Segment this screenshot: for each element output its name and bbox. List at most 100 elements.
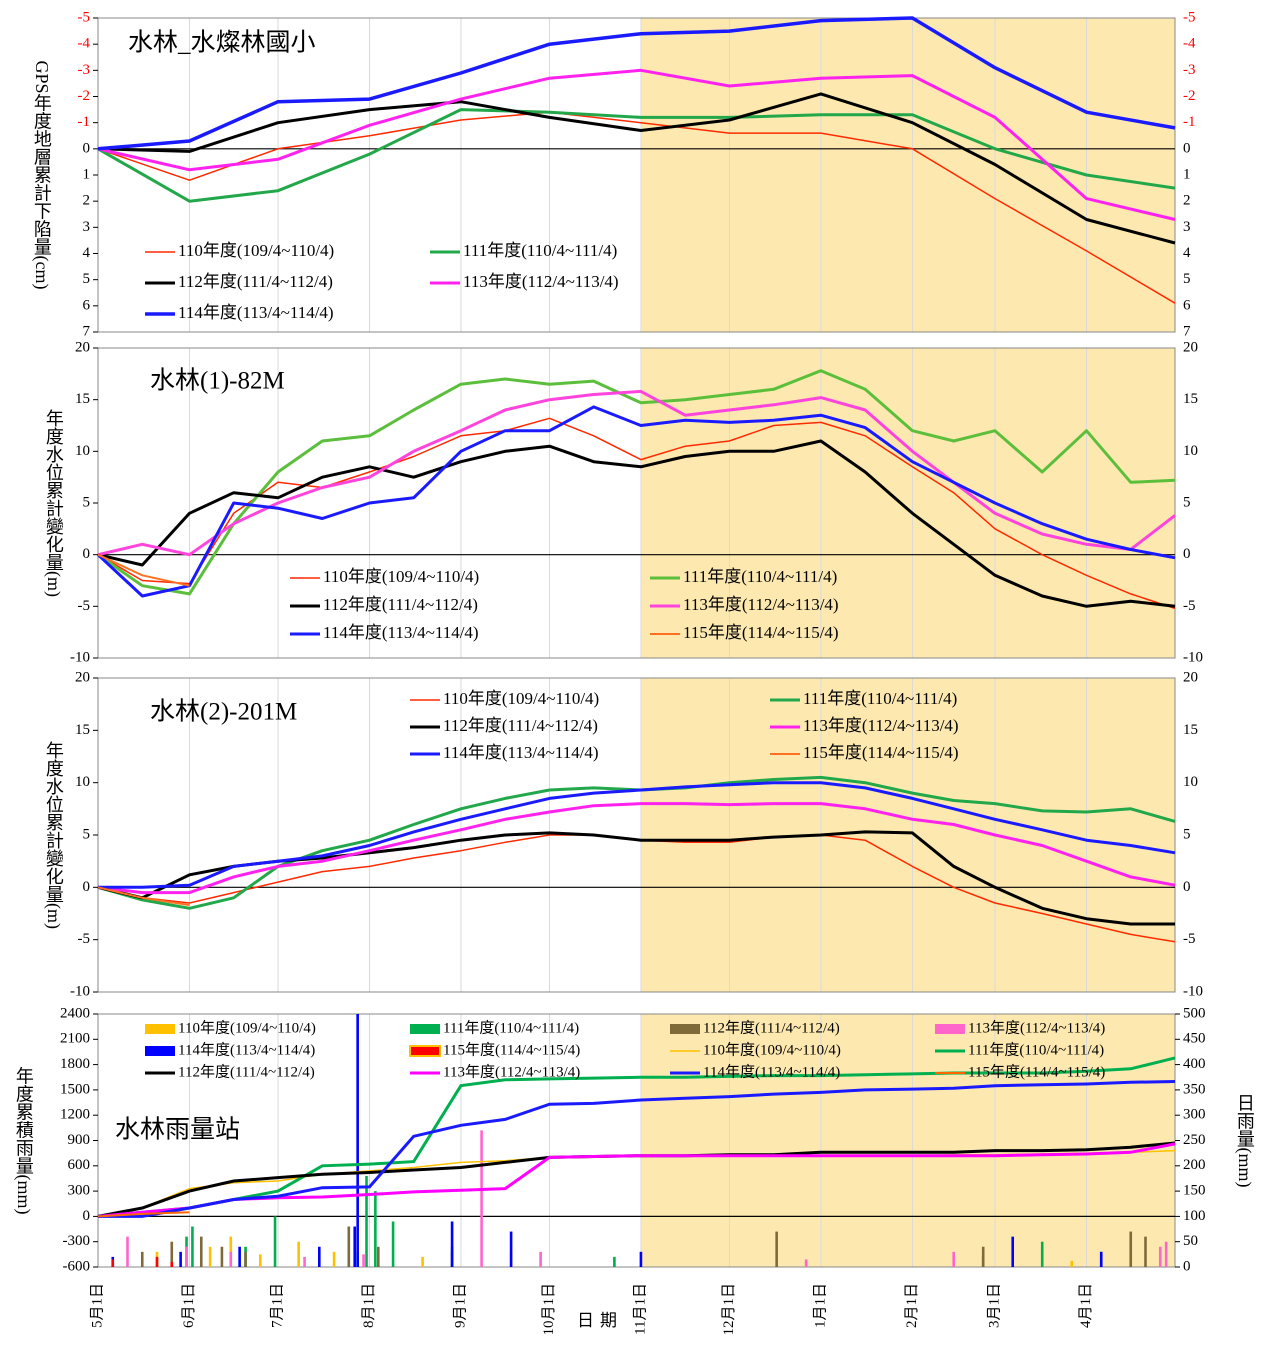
- y-tick-label-right: 20: [1183, 339, 1198, 355]
- rain-bar: [1040, 1241, 1044, 1267]
- rain-bar: [365, 1175, 368, 1267]
- rain-bar: [421, 1256, 424, 1267]
- y2-tick-label: 350: [1183, 1081, 1206, 1097]
- y-tick-label: 5: [83, 271, 91, 287]
- y-tick-label: 2100: [60, 1031, 90, 1047]
- rain-bar: [639, 1251, 643, 1267]
- rain-bar: [450, 1221, 454, 1267]
- x-tick-label: 7月1日: [269, 1283, 285, 1328]
- legend-label: 110年度(109/4~110/4): [178, 241, 334, 260]
- rain-bar: [170, 1261, 174, 1267]
- y-tick-label-right: 3: [1183, 219, 1191, 235]
- legend-label: 115年度(114/4~115/4): [683, 623, 839, 642]
- y-tick-label-right: -3: [1183, 62, 1196, 78]
- data-line: [97, 111, 1176, 304]
- y-tick-label: 20: [75, 339, 90, 355]
- y-tick-label-right: 4: [1183, 245, 1191, 261]
- legend-swatch: [145, 1024, 175, 1034]
- rain-bar: [613, 1256, 616, 1267]
- y-tick-label: -300: [63, 1233, 91, 1249]
- y-tick-label: 10: [75, 774, 90, 790]
- rain-bar: [318, 1246, 321, 1267]
- y-tick-label: 2400: [60, 1005, 90, 1021]
- y-tick-label: -1: [78, 114, 91, 130]
- y-tick-label: -4: [78, 36, 91, 52]
- y-tick-label-right: 6: [1183, 297, 1191, 313]
- panel-title: 水林_水燦林國小: [128, 29, 316, 57]
- y-tick-label: -10: [70, 983, 90, 999]
- legend-swatch: [935, 1024, 965, 1034]
- rain-bar: [374, 1191, 377, 1267]
- data-line: [98, 781, 1176, 889]
- legend-label: 115年度(114/4~115/4): [803, 743, 959, 762]
- legend-swatch: [670, 1024, 700, 1034]
- legend-label: 114年度(113/4~114/4): [323, 623, 479, 642]
- x-tick-label: 2月1日: [904, 1283, 920, 1328]
- legend-label: 113年度(112/4~113/4): [463, 272, 619, 291]
- y2-tick-label: 150: [1183, 1183, 1206, 1199]
- legend-label: 111年度(110/4~111/4): [683, 567, 837, 586]
- y-axis-label: GPS年度地層累計下陷量(cm): [31, 61, 52, 290]
- x-tick-label: 10月1日: [541, 1283, 557, 1336]
- x-tick-label: 8月1日: [361, 1283, 377, 1328]
- data-line: [97, 417, 1176, 610]
- y2-tick-label: 100: [1183, 1208, 1206, 1224]
- rain-bar: [347, 1226, 351, 1267]
- y-tick-label: 0: [83, 879, 91, 895]
- rain-bar: [1164, 1241, 1168, 1267]
- y2-tick-label: 500: [1183, 1005, 1206, 1021]
- legend-label: 114年度(113/4~114/4): [178, 303, 334, 322]
- y-axis-label: 年度累積雨量(mm): [13, 1066, 34, 1214]
- rain-bar: [981, 1246, 985, 1267]
- y-tick-label: 10: [75, 443, 90, 459]
- rain-bar: [356, 1014, 359, 1267]
- y-tick-label: 1800: [60, 1056, 90, 1072]
- panel-title: 水林(1)-82M: [150, 367, 285, 395]
- y2-tick-label: 300: [1183, 1107, 1206, 1123]
- legend-label: 110年度(109/4~110/4): [443, 689, 599, 708]
- legend-label: 112年度(111/4~112/4): [178, 272, 333, 291]
- y-tick-label: 2: [83, 193, 91, 209]
- y-tick-label: -600: [63, 1258, 91, 1274]
- legend-label: 110年度(109/4~110/4): [323, 567, 479, 586]
- rain-bar: [170, 1241, 174, 1267]
- data-line: [97, 108, 1176, 203]
- rain-bar: [804, 1259, 808, 1267]
- y-tick-label: 600: [68, 1157, 91, 1173]
- y-tick-label: -3: [78, 62, 91, 78]
- rain-bar: [952, 1251, 955, 1267]
- legend-label: 111年度(110/4~111/4): [463, 241, 617, 260]
- rain-bar: [140, 1251, 144, 1267]
- legend-label: 112年度(111/4~112/4): [323, 595, 478, 614]
- data-line: [97, 389, 1176, 557]
- legend-label: 111年度(110/4~111/4): [443, 1019, 579, 1036]
- y-tick-label: 0: [83, 140, 91, 156]
- rain-bar: [199, 1236, 203, 1267]
- y-tick-label: 20: [75, 669, 90, 685]
- y-tick-label: -10: [70, 649, 90, 665]
- rain-bar: [303, 1256, 306, 1267]
- y2-axis-label: 日雨量(mm): [1234, 1094, 1255, 1188]
- y-axis-label: 年度水位累計變化量(m): [43, 409, 64, 597]
- legend-label: 112年度(111/4~112/4): [178, 1063, 315, 1080]
- y-tick-label: 7: [83, 323, 91, 339]
- legend-label: 114年度(113/4~114/4): [443, 743, 599, 762]
- y2-tick-label: 400: [1183, 1056, 1206, 1072]
- legend-label: 112年度(111/4~112/4): [443, 716, 598, 735]
- y-tick-label: 900: [68, 1132, 91, 1148]
- legend-label: 111年度(110/4~111/4): [803, 689, 957, 708]
- y-axis-label: 年度水位累計變化量(m): [43, 741, 64, 929]
- legend-label: 115年度(114/4~115/4): [968, 1063, 1105, 1080]
- y-tick-label: -5: [78, 9, 91, 25]
- cumulative-line: [97, 1142, 1176, 1218]
- x-tick-label: 12月1日: [721, 1283, 737, 1336]
- legend-label: 114年度(113/4~114/4): [703, 1063, 840, 1080]
- y-tick-label-right: 20: [1183, 669, 1198, 685]
- y-tick-label: -5: [78, 931, 91, 947]
- rain-bar: [1158, 1246, 1162, 1267]
- y-tick-label-right: 0: [1183, 546, 1191, 562]
- panel-title: 水林雨量站: [115, 1116, 240, 1144]
- rain-bar: [229, 1251, 233, 1267]
- legend-label: 113年度(112/4~113/4): [683, 595, 839, 614]
